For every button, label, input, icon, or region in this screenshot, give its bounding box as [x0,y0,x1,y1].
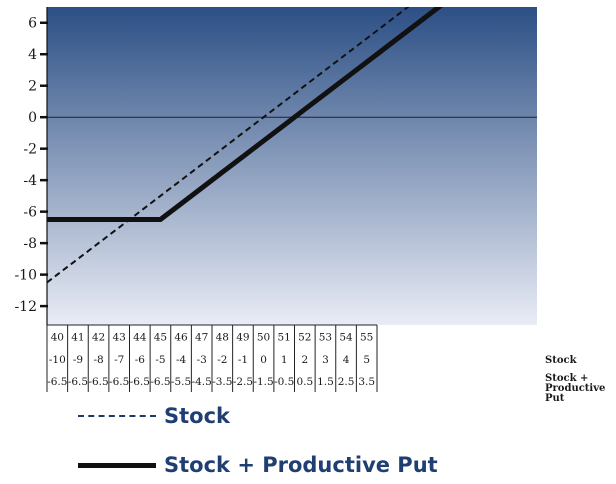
legend-label-stock-productive-put: Stock + Productive Put [164,453,438,477]
y-tick-label: -10 [14,268,37,284]
table-cell: 40 [51,332,64,344]
table-cell: -7 [114,354,124,366]
table-cell: 3 [322,354,329,366]
table-cell: -5.5 [171,376,191,388]
table-cell: -3 [197,354,207,366]
table-cell: -2 [217,354,227,366]
table-cell: -6.5 [88,376,108,388]
table-cell: -9 [73,354,83,366]
row-label-stock: Stock [545,355,578,366]
table-cell: -6 [135,354,146,366]
y-tick-label: 0 [28,110,37,126]
table-cell: -6.5 [109,376,129,388]
legend-dashed-swatch [78,415,156,417]
table-cell: 53 [319,332,332,344]
table-cell: 42 [92,332,105,344]
table-cell: -6.5 [130,376,150,388]
table-cell: -5 [155,354,165,366]
legend-label-stock: Stock [164,404,231,428]
y-tick-label: 2 [28,79,37,95]
table-cell: 2 [301,354,308,366]
table-cell: 41 [71,332,84,344]
table-cell: 1 [281,354,288,366]
row-label-stock-productive-put: Stock + [545,373,588,384]
table-cell: 2.5 [338,376,355,388]
table-cell: 1.5 [317,376,334,388]
table-cell: -4.5 [192,376,212,388]
legend-solid-swatch [78,462,156,468]
table-cell: -8 [93,354,103,366]
table-cell: 4 [343,354,350,366]
y-axis: 6 4 2 0 -2 -4 -6 -8 -10 -12 [14,7,48,325]
value-table: 40 41 42 43 44 45 46 47 48 49 50 51 52 53 54 55-10 -9 -8-… [46,324,378,392]
table-cell: 45 [154,332,167,344]
y-tick-label: -8 [23,236,37,252]
plot-area [47,7,537,325]
y-tick-label: -6 [23,205,37,221]
table-cell: -4 [176,354,187,366]
table-cell: 5 [363,354,370,366]
table-cell: -6.5 [47,376,67,388]
table-cell: 54 [339,332,353,344]
legend-item-stock-productive-put: Stock + Productive Put [78,453,438,477]
table-cell: -1.5 [253,376,273,388]
table-cell: 47 [195,332,208,344]
table-cell: 0 [260,354,267,366]
table-cell: 55 [360,332,373,344]
table-cell: -0.5 [274,376,294,388]
table-cell: 51 [278,332,291,344]
table-cell: 43 [113,332,126,344]
table-cell: 50 [257,332,270,344]
legend-item-stock: Stock [78,404,230,428]
table-cell: -6.5 [68,376,88,388]
table-cell: -6.5 [150,376,170,388]
table-cell: 3.5 [358,376,375,388]
table-cell: 48 [216,332,229,344]
table-cell: 49 [236,332,249,344]
table-cell: -10 [49,354,66,366]
series-line-stock-productive-put [47,7,444,222]
table-cell: 0.5 [296,376,313,388]
row-label-stock-productive-put: Productive [545,383,605,394]
table-cell: -3.5 [212,376,232,388]
y-tick-label: -12 [14,299,37,315]
series-line-stock [47,7,410,284]
y-tick-label: 6 [28,16,37,32]
y-tick-label: -4 [23,173,37,189]
table-cell: 46 [174,332,188,344]
table-cell: -1 [238,354,248,366]
y-tick-label: 4 [28,47,37,63]
table-cell: 44 [133,332,147,344]
table-cell: -2.5 [233,376,253,388]
y-tick-label: -2 [23,142,37,158]
row-label-stock-productive-put: Put [545,393,565,404]
table-cell: 52 [298,332,311,344]
series-layer [47,7,444,284]
